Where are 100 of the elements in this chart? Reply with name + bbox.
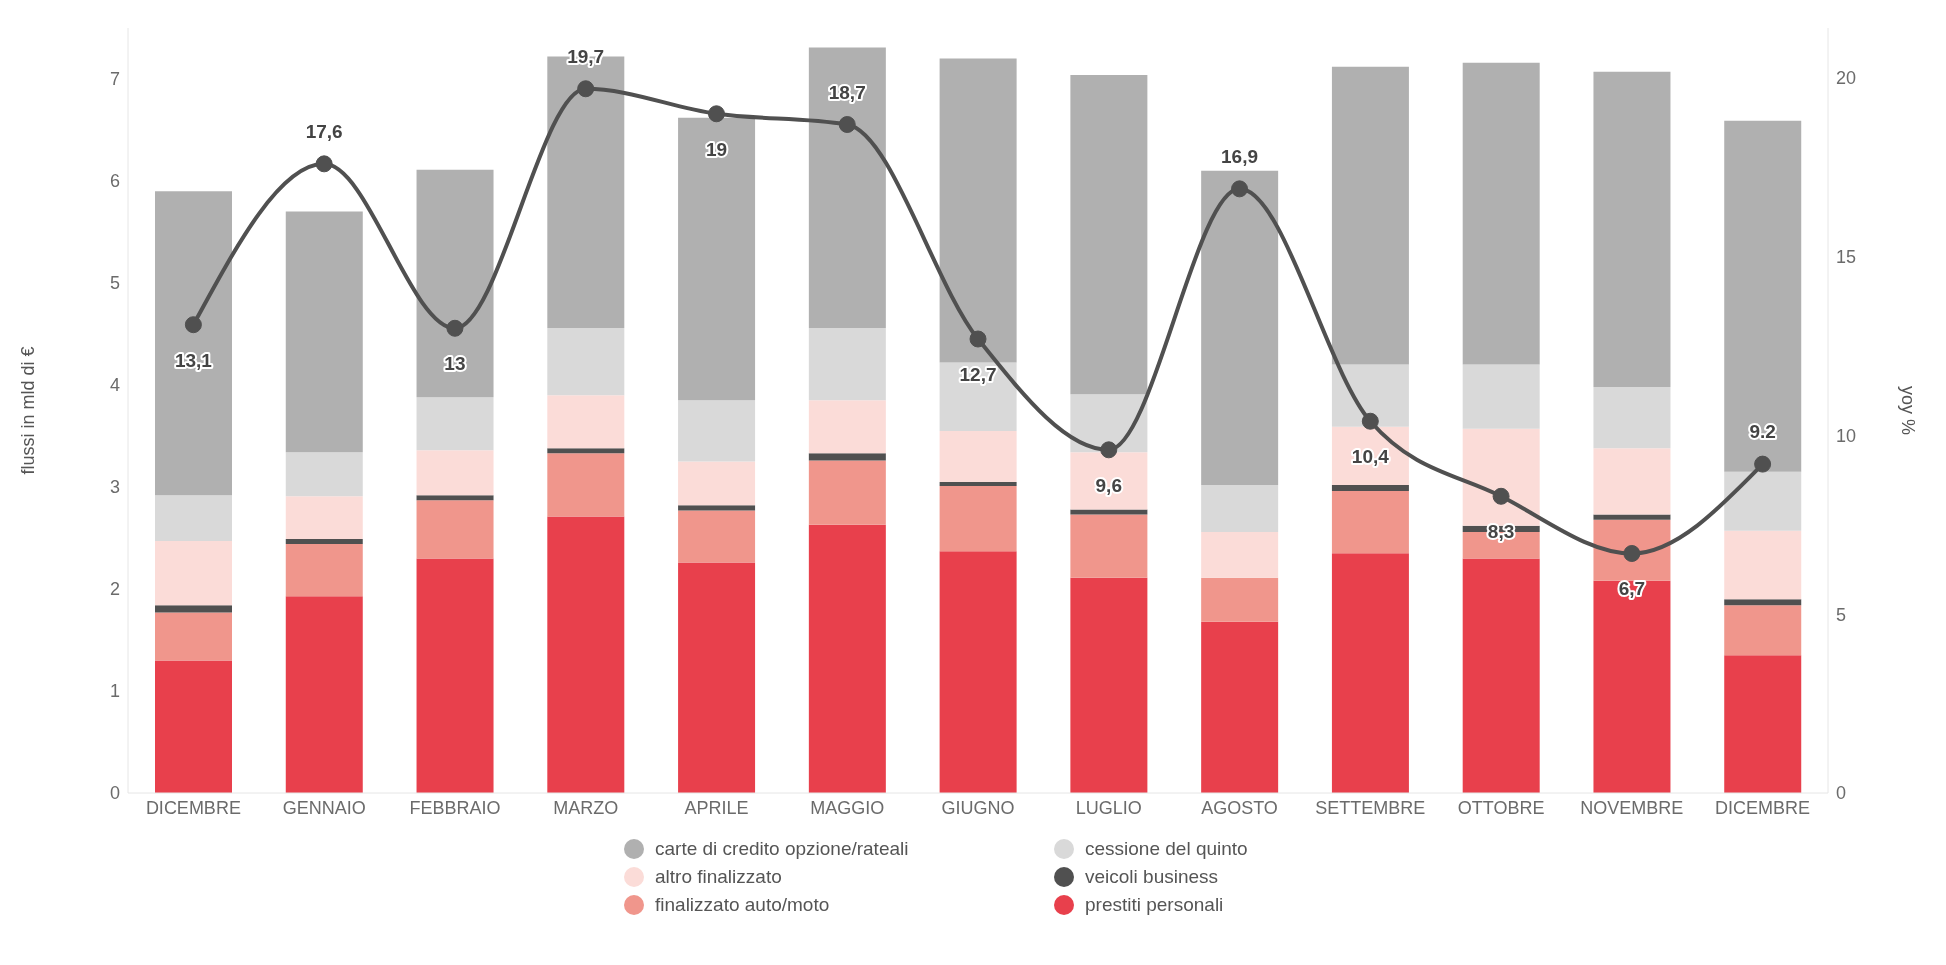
y2-axis-title: yoy % [1897,385,1918,436]
bar [1462,428,1540,526]
y-axis-title: flussi in mld di € [18,346,39,475]
bar [1331,364,1409,427]
bar [416,558,494,793]
bar [1724,471,1802,531]
data-label: 17,6 [305,120,343,142]
bar [1593,514,1671,520]
point [1623,544,1641,562]
point [1492,487,1510,505]
bar [1724,120,1802,472]
x-tick-label: APRILE [684,797,749,818]
bar [939,58,1017,363]
bar [1070,577,1148,793]
bar [678,562,756,793]
legend-label: altro finalizzato [655,866,782,888]
point [577,80,595,98]
data-label: 13,1 [174,349,213,371]
bar [678,505,756,511]
bar [678,117,756,401]
bar [1724,530,1802,600]
legend-label: cessione del quinto [1085,838,1248,860]
bar [416,500,494,559]
bar [416,397,494,451]
bar [1331,491,1409,554]
bar [808,400,886,454]
bar [155,660,232,793]
point [838,116,856,134]
bar [1462,364,1540,429]
bar [1462,62,1540,365]
bar [1724,655,1802,793]
y-tick-label: 0 [109,783,120,804]
bar [1201,170,1279,485]
data-label: 18,7 [828,81,866,103]
y2-tick-label: 0 [1836,783,1847,804]
point [1754,455,1772,473]
bar [678,510,756,563]
x-tick-label: NOVEMBRE [1580,797,1684,818]
legend-label: carte di credito opzione/rateali [655,838,909,860]
bar [808,524,886,793]
legend-label: veicoli business [1085,866,1219,888]
y-tick-label: 6 [109,171,120,192]
x-tick-label: MAGGIO [810,797,885,818]
x-tick-label: GENNAIO [282,797,366,818]
x-tick-label: OTTOBRE [1457,797,1545,818]
bar [547,327,625,396]
bar [155,541,232,606]
bar [678,461,756,506]
data-label: 10,4 [1351,446,1390,468]
bar [1462,558,1540,793]
bar [416,169,494,398]
bar [547,448,625,454]
data-label: 12,7 [959,364,997,385]
data-label: 16,9 [1221,145,1259,167]
data-label: 9.2 [1749,421,1776,443]
y2-tick-label: 20 [1836,68,1857,89]
bar [808,453,886,461]
bar [1331,66,1409,365]
bar [1724,605,1802,656]
point [1100,441,1118,459]
bar [1593,387,1671,449]
bar [1593,580,1671,793]
bar [1331,553,1409,793]
x-tick-label: GIUGNO [941,797,1015,818]
bar [808,327,886,401]
y-tick-label: 3 [109,477,120,498]
bar [1593,448,1671,515]
bar [939,551,1017,793]
bar [1201,621,1279,793]
data-label: 9,6 [1095,474,1122,496]
bar [1724,599,1802,606]
y-tick-label: 1 [109,681,120,702]
y-tick-label: 4 [109,375,120,396]
y2-tick-label: 5 [1836,604,1847,625]
y-tick-label: 2 [109,579,120,600]
bar [416,450,494,496]
point [315,155,333,173]
x-tick-label: DICEMBRE [1715,797,1811,818]
bar [939,481,1017,486]
point [446,319,464,337]
legend-label: prestiti personali [1085,894,1224,916]
bar [808,460,886,525]
bar [285,596,363,793]
x-tick-label: SETTEMBRE [1315,797,1426,818]
legend-label: finalizzato auto/moto [655,894,830,916]
bar [1070,509,1148,515]
bar [285,496,363,540]
data-label: 19 [705,138,728,160]
bar [1070,74,1148,395]
bar [1593,71,1671,388]
bar [1201,531,1279,578]
bar [1070,514,1148,578]
bar [155,605,232,613]
point [707,105,725,123]
point [184,316,202,334]
data-label: 6,7 [1618,578,1646,600]
x-tick-label: FEBBRAIO [409,797,501,818]
data-label: 8,3 [1487,521,1515,543]
bar [939,485,1017,552]
bar [285,544,363,597]
